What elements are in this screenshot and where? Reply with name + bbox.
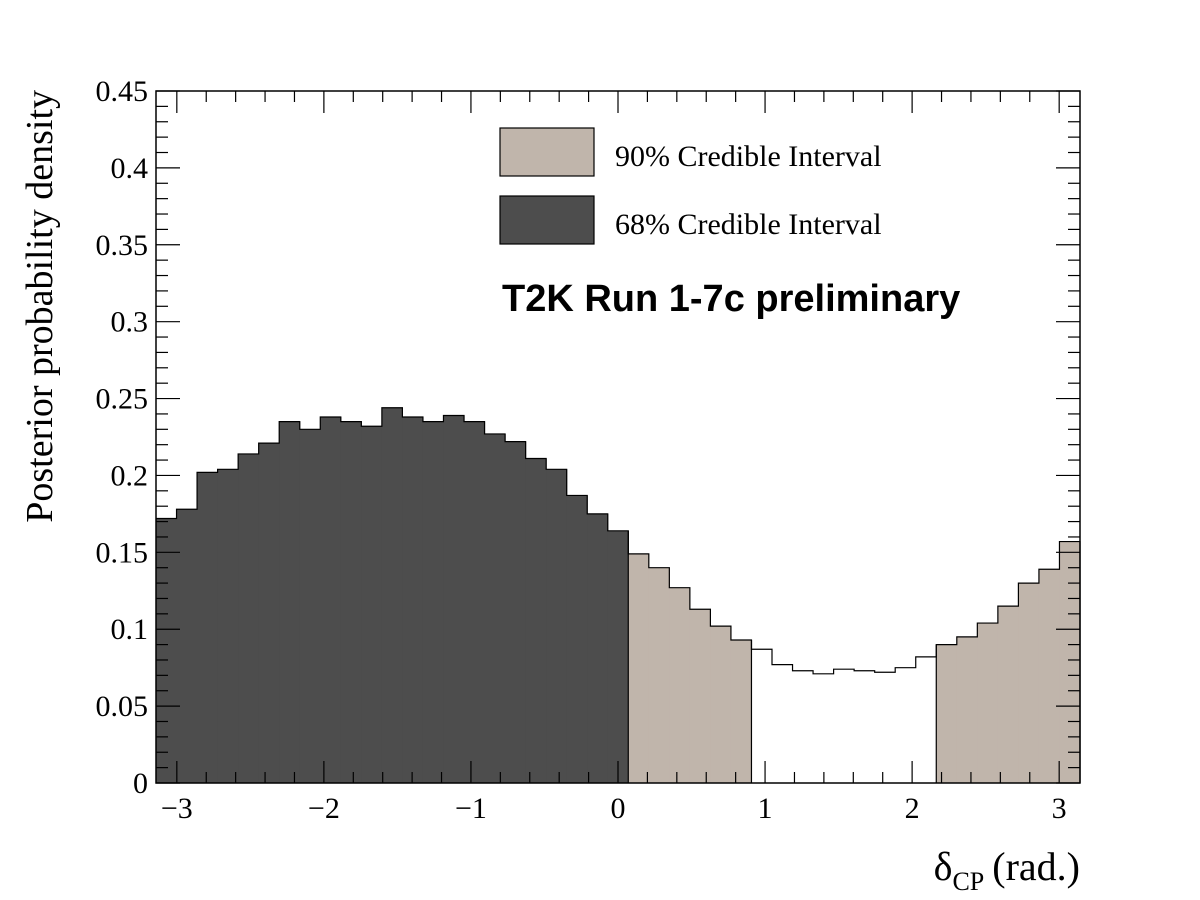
histogram-bar <box>258 443 280 783</box>
x-tick-label: 1 <box>758 792 773 825</box>
histogram-bar <box>792 670 814 783</box>
histogram-bar <box>730 639 753 783</box>
x-axis-label-subscript: CP <box>952 867 984 896</box>
x-tick-labels: −3 −2 −1 0 1 2 3 <box>161 792 1067 825</box>
legend-swatch-90 <box>499 127 595 177</box>
x-axis-label-symbol: δ <box>934 844 953 889</box>
histogram-bar <box>505 441 527 783</box>
histogram-bar <box>607 530 629 783</box>
histogram-bar <box>422 421 445 783</box>
histogram-bar <box>874 672 896 783</box>
y-tick-label: 0.4 <box>111 152 149 185</box>
histogram-bar <box>238 453 260 783</box>
histogram-bar <box>361 426 383 783</box>
x-tick-label: 3 <box>1052 792 1067 825</box>
x-axis-label-unit: (rad.) <box>992 844 1080 889</box>
histogram-bar <box>381 407 403 783</box>
histogram-bar <box>669 587 691 783</box>
histogram-bar <box>689 609 711 783</box>
histogram-bar <box>710 626 732 783</box>
histogram-bar <box>340 421 362 783</box>
x-tick-label: −1 <box>455 792 487 825</box>
y-tick-label: 0.2 <box>111 459 149 492</box>
legend-swatch-68 <box>499 195 595 245</box>
histogram-bar <box>402 417 424 783</box>
plot-frame <box>155 90 1081 784</box>
histogram-bar <box>977 623 999 783</box>
histogram-bar <box>217 469 239 783</box>
legend-label-90: 90% Credible Interval <box>615 140 882 173</box>
histogram-outline <box>156 407 1081 783</box>
histogram-bar <box>156 518 178 783</box>
legend: 90% Credible Interval 68% Credible Inter… <box>499 127 882 245</box>
histogram-bar <box>566 495 588 783</box>
histogram-bar <box>813 673 835 783</box>
preliminary-annotation: T2K Run 1-7c preliminary <box>502 278 960 320</box>
y-axis-label: Posterior probability density <box>19 90 61 523</box>
histogram-bar <box>833 669 855 783</box>
y-tick-labels: 0 0.05 0.1 0.15 0.2 0.25 0.3 0.35 0.4 0.45 <box>96 75 149 800</box>
histogram-bar <box>1018 583 1040 783</box>
histogram-bar <box>464 421 486 783</box>
histogram-bar <box>997 606 1019 783</box>
histogram-bar <box>936 644 958 783</box>
histogram-bar <box>525 458 547 783</box>
histogram-bar <box>546 469 568 783</box>
x-axis-label: δCP (rad.) <box>934 844 1080 896</box>
y-tick-label: 0.45 <box>96 75 149 108</box>
histogram-bar <box>648 567 670 783</box>
histogram-bar <box>1038 569 1061 783</box>
y-tick-label: 0.15 <box>96 536 149 569</box>
histogram-bar <box>956 636 978 783</box>
y-tick-label: 0.05 <box>96 690 149 723</box>
histogram-bar <box>854 670 876 783</box>
x-tick-label: 2 <box>905 792 920 825</box>
y-tick-label: 0.1 <box>111 613 149 646</box>
y-tick-label: 0.3 <box>111 306 149 339</box>
y-tick-label: 0.25 <box>96 383 149 416</box>
y-tick-label: 0 <box>133 767 148 800</box>
histogram-bar <box>443 415 465 783</box>
x-tick-label: −3 <box>161 792 193 825</box>
histogram-bar <box>915 656 937 783</box>
histogram-bar <box>176 509 198 783</box>
histogram-bar <box>1059 541 1081 783</box>
histogram-bar <box>299 429 321 783</box>
histogram-bar <box>895 667 917 783</box>
histogram-bar <box>751 649 773 783</box>
histogram-bar <box>628 553 650 783</box>
histogram-bar <box>279 421 301 783</box>
histogram-bar <box>587 513 609 783</box>
y-tick-label: 0.35 <box>96 229 149 262</box>
histogram-bar <box>484 433 506 783</box>
histogram-bars <box>156 407 1081 783</box>
histogram-bar <box>197 472 219 783</box>
legend-label-68: 68% Credible Interval <box>615 208 882 241</box>
x-tick-label: 0 <box>611 792 626 825</box>
histogram-bar <box>320 417 342 783</box>
histogram-bar <box>772 664 794 783</box>
x-tick-label: −2 <box>308 792 340 825</box>
